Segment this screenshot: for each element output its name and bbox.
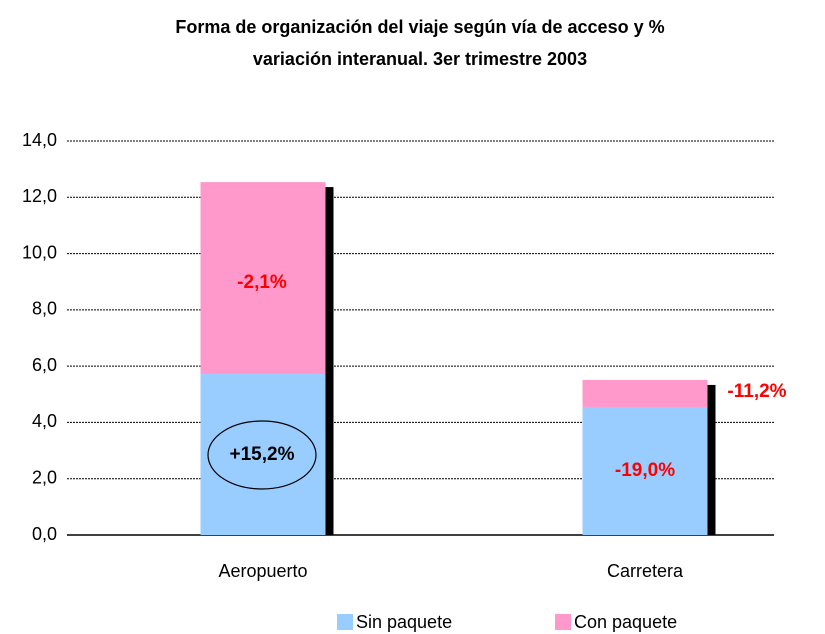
y-tick-label: 6,0	[32, 355, 57, 375]
y-tick-label: 0,0	[32, 524, 57, 544]
annotation: -19,0%	[615, 460, 675, 481]
legend-swatch	[555, 614, 571, 630]
y-tick-label: 4,0	[32, 411, 57, 431]
x-tick-label: Aeropuerto	[218, 561, 307, 581]
bar-shadow	[325, 187, 334, 536]
legend-label: Sin paquete	[356, 612, 452, 632]
legend-swatch	[337, 614, 353, 630]
y-tick-label: 8,0	[32, 299, 57, 319]
bar-shadow	[707, 384, 716, 535]
annotation: -11,2%	[727, 381, 786, 402]
y-tick-label: 2,0	[32, 467, 57, 487]
y-tick-label: 10,0	[22, 242, 57, 262]
bar-segment	[582, 406, 708, 535]
y-tick-label: 14,0	[22, 130, 57, 150]
legend-label: Con paquete	[574, 612, 677, 632]
x-tick-label: Carretera	[607, 561, 684, 581]
y-tick-label: 12,0	[22, 186, 57, 206]
chart-title-line-2: variación interanual. 3er trimestre 2003	[253, 49, 587, 69]
annotation: +15,2%	[230, 444, 295, 465]
annotation: -2,1%	[237, 272, 287, 293]
bar-segment	[200, 182, 326, 375]
annotation-ellipse	[207, 420, 317, 490]
chart-title-line-1: Forma de organización del viaje según ví…	[175, 17, 664, 37]
bar-segment	[200, 374, 326, 535]
bar-segment	[582, 379, 708, 407]
